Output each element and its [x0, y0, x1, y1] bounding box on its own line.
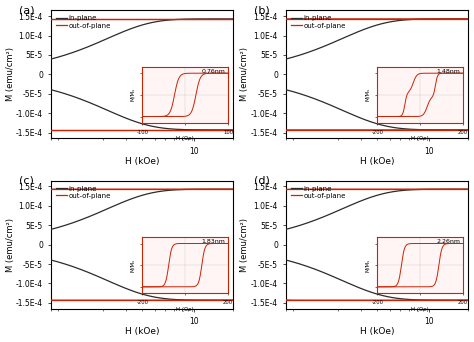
Y-axis label: M (emu/cm²): M (emu/cm²)	[240, 48, 249, 101]
Y-axis label: M (emu/cm²): M (emu/cm²)	[240, 218, 249, 272]
Legend: in-plane, out-of-plane: in-plane, out-of-plane	[290, 184, 347, 200]
Text: (b): (b)	[254, 5, 269, 15]
Legend: in-plane, out-of-plane: in-plane, out-of-plane	[55, 184, 112, 200]
Y-axis label: M (emu/cm²): M (emu/cm²)	[6, 218, 15, 272]
X-axis label: H (kOe): H (kOe)	[125, 157, 160, 166]
X-axis label: H (kOe): H (kOe)	[360, 327, 395, 337]
X-axis label: H (kOe): H (kOe)	[360, 157, 395, 166]
Y-axis label: M (emu/cm²): M (emu/cm²)	[6, 48, 15, 101]
Text: (a): (a)	[18, 5, 34, 15]
X-axis label: H (kOe): H (kOe)	[125, 327, 160, 337]
Legend: in-plane, out-of-plane: in-plane, out-of-plane	[55, 14, 112, 30]
Text: (c): (c)	[18, 175, 34, 185]
Legend: in-plane, out-of-plane: in-plane, out-of-plane	[290, 14, 347, 30]
Text: (d): (d)	[254, 175, 269, 185]
